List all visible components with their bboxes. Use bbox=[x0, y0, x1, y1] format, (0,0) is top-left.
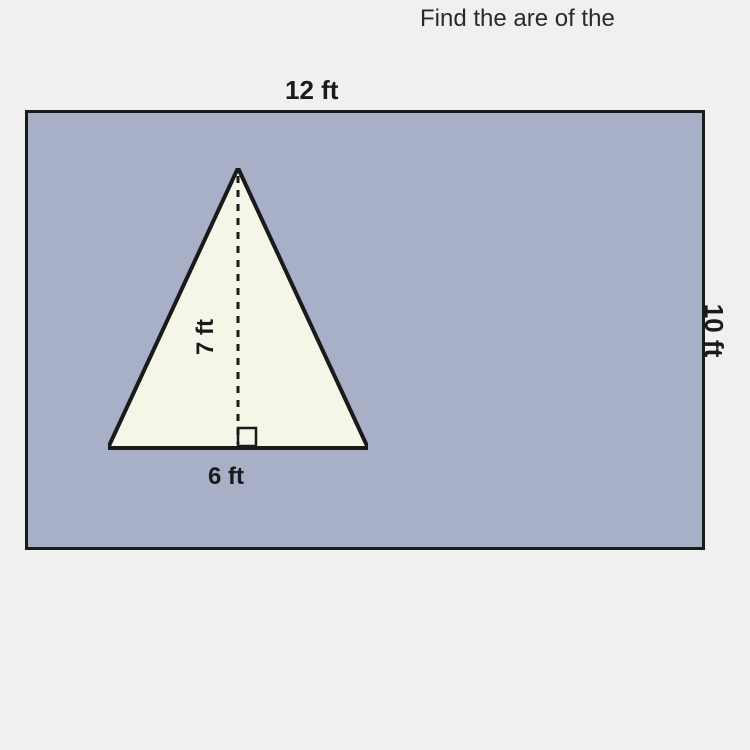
rectangle-width-label: 12 ft bbox=[285, 75, 338, 106]
shaded-area-diagram: 12 ft 10 ft 7 ft 6 ft bbox=[25, 75, 725, 555]
triangle-base-label: 6 ft bbox=[208, 463, 244, 491]
inner-triangle bbox=[108, 168, 368, 458]
cropped-question-text: Find the are of the bbox=[420, 5, 615, 33]
triangle-height-label: 7 ft bbox=[192, 319, 220, 355]
outer-rectangle: 7 ft 6 ft bbox=[25, 110, 705, 550]
